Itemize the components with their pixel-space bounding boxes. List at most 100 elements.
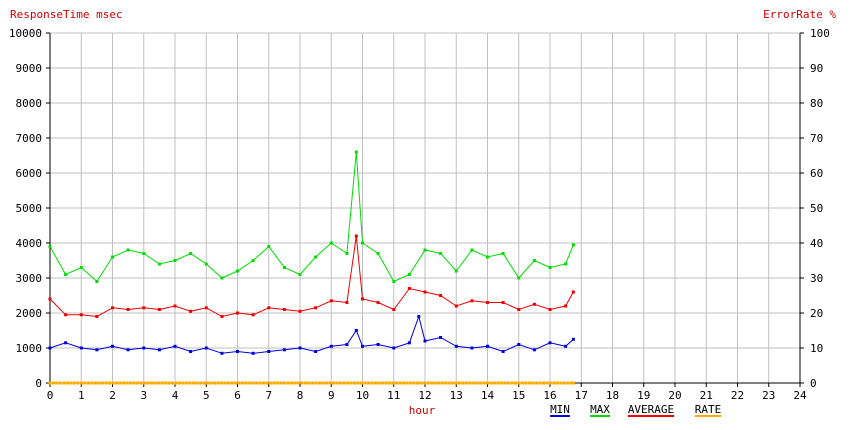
data-point-max xyxy=(157,262,161,266)
data-point-rate xyxy=(66,381,69,385)
data-point-rate xyxy=(566,381,570,385)
data-point-max xyxy=(251,259,255,262)
data-point-rate xyxy=(356,381,360,385)
data-point-rate xyxy=(125,381,129,385)
data-point-rate xyxy=(538,381,542,385)
data-point-rate xyxy=(192,381,195,385)
data-point-rate xyxy=(153,381,157,385)
data-point-average xyxy=(142,306,146,310)
x-tick-label: 19 xyxy=(637,389,650,402)
data-point-average xyxy=(354,234,358,238)
legend: MIN MAX AVERAGE RATE xyxy=(550,403,721,417)
data-point-average xyxy=(314,306,318,310)
y2-tick-label: 50 xyxy=(810,202,823,215)
data-point-average xyxy=(282,308,286,311)
data-point-rate xyxy=(167,381,171,385)
data-point-rate xyxy=(174,381,178,385)
x-tick-label: 20 xyxy=(668,389,681,402)
data-point-rate xyxy=(500,381,503,385)
data-point-average xyxy=(361,297,364,301)
data-point-rate xyxy=(62,381,66,385)
data-point-max xyxy=(314,255,318,259)
data-point-max xyxy=(392,280,396,283)
data-point-rate xyxy=(423,381,426,385)
data-point-average xyxy=(454,304,458,308)
data-point-rate xyxy=(552,381,556,385)
y-tick-label: 6000 xyxy=(16,167,43,180)
data-point-max xyxy=(439,252,443,255)
data-point-rate xyxy=(255,381,258,385)
x-tick-label: 1 xyxy=(78,389,85,402)
x-tick-label: 2 xyxy=(109,389,116,402)
data-point-max xyxy=(220,276,224,280)
x-tick-label: 18 xyxy=(606,389,619,402)
y2-tick-label: 10 xyxy=(810,342,823,355)
data-point-average xyxy=(173,304,177,308)
data-point-rate xyxy=(237,381,241,385)
y-tick-label: 9000 xyxy=(16,62,43,75)
data-point-average xyxy=(501,301,505,304)
data-point-rate xyxy=(412,381,416,385)
data-point-min xyxy=(345,343,349,346)
data-point-average xyxy=(407,287,411,290)
y2-tick-label: 60 xyxy=(810,167,823,180)
y2-tick-label: 40 xyxy=(810,237,823,250)
data-point-rate xyxy=(440,381,444,385)
data-point-rate xyxy=(59,381,62,385)
data-point-average xyxy=(48,297,52,301)
data-point-max xyxy=(571,243,575,247)
data-point-rate xyxy=(181,381,185,385)
left-axis-title: ResponseTime msec xyxy=(10,8,123,21)
x-tick-label: 7 xyxy=(265,389,272,402)
data-point-rate xyxy=(559,381,563,385)
data-point-average xyxy=(126,308,130,311)
data-point-max xyxy=(173,259,177,262)
data-point-average xyxy=(95,315,99,318)
y-tick-label: 0 xyxy=(35,377,42,390)
series-line-max xyxy=(49,151,574,283)
data-point-average xyxy=(423,290,427,294)
data-point-min xyxy=(454,344,458,348)
data-point-rate xyxy=(227,381,230,385)
data-point-rate xyxy=(97,381,101,385)
data-point-min xyxy=(329,344,333,348)
data-point-max xyxy=(532,259,536,262)
data-point-min xyxy=(517,343,521,346)
y-tick-label: 8000 xyxy=(16,97,43,110)
data-point-rate xyxy=(482,381,486,385)
x-tick-label: 5 xyxy=(203,389,210,402)
data-point-min xyxy=(486,344,489,348)
y-tick-label: 1000 xyxy=(16,342,43,355)
data-point-rate xyxy=(374,381,377,385)
data-point-max xyxy=(298,273,302,276)
data-point-rate xyxy=(367,381,370,385)
data-point-max xyxy=(79,266,83,269)
data-point-min xyxy=(298,346,302,350)
data-point-rate xyxy=(146,381,150,385)
y2-tick-label: 30 xyxy=(810,272,823,285)
data-point-rate xyxy=(461,381,465,385)
data-point-rate xyxy=(276,381,279,385)
data-point-rate xyxy=(160,381,164,385)
data-point-rate xyxy=(570,381,573,385)
data-point-rate xyxy=(234,381,237,385)
x-tick-label: 4 xyxy=(172,389,179,402)
series-average xyxy=(48,234,575,318)
data-point-rate xyxy=(307,381,311,385)
data-point-rate xyxy=(311,381,314,385)
data-point-rate xyxy=(496,381,500,385)
data-point-rate xyxy=(213,381,216,385)
data-point-max xyxy=(95,280,99,283)
data-point-rate xyxy=(349,381,353,385)
data-point-min xyxy=(236,350,239,353)
data-point-rate xyxy=(563,381,566,385)
y2-tick-label: 0 xyxy=(810,377,817,390)
data-point-average xyxy=(548,308,552,311)
data-point-rate xyxy=(458,381,461,385)
data-point-rate xyxy=(535,381,538,385)
data-point-max xyxy=(282,266,286,269)
data-point-rate xyxy=(94,381,97,385)
data-point-rate xyxy=(472,381,475,385)
data-point-rate xyxy=(493,381,496,385)
data-point-rate xyxy=(206,381,209,385)
